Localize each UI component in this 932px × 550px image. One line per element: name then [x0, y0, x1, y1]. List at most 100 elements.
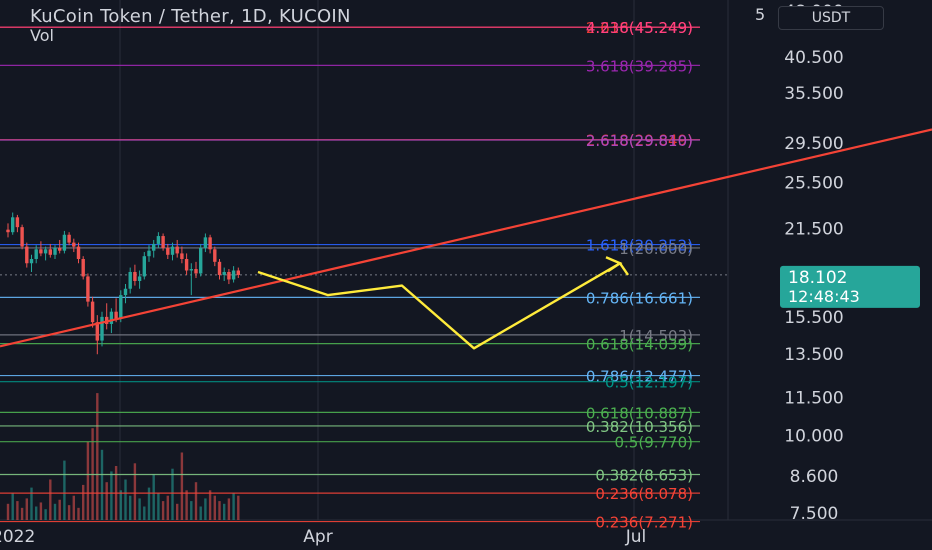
volume-bar: [16, 501, 19, 520]
volume-bar: [20, 507, 24, 520]
candle-body: [29, 258, 34, 264]
candle-body: [123, 288, 128, 296]
time-axis[interactable]: 2022 Apr Jul: [0, 527, 646, 547]
time-tick-label: Apr: [303, 527, 332, 547]
candle-body: [90, 301, 95, 323]
candle-body: [48, 249, 52, 255]
fib-label: 0.786(16.661): [586, 289, 693, 307]
volume-bar: [204, 498, 207, 520]
volume-bar: [147, 487, 151, 520]
candle-body: [222, 271, 226, 275]
volume-bar: [35, 506, 38, 520]
volume-bar: [161, 501, 165, 520]
volume-bar: [166, 495, 169, 520]
volume-bar: [194, 482, 198, 520]
candle-body: [217, 261, 222, 275]
price-tick-label: 15.500: [784, 308, 843, 328]
volume-bar: [119, 490, 122, 520]
volume-bar: [86, 441, 90, 520]
price-tick-label: 29.500: [784, 134, 843, 154]
volume-bar: [227, 498, 231, 520]
trendline[interactable]: [0, 128, 932, 348]
candle-body: [208, 237, 212, 250]
price-tick-label: 40.500: [784, 48, 843, 68]
fib-label: 0.5(9.770): [614, 434, 693, 452]
candle-body: [231, 270, 236, 280]
projection-arrowhead: [605, 256, 623, 273]
price-tick-label: 25.500: [784, 173, 843, 193]
fib-label: 0.618(14.039): [586, 336, 693, 354]
price-tick-partial: 5: [755, 5, 765, 24]
candle-body: [142, 256, 146, 277]
volume-bar: [49, 479, 52, 520]
candle-body: [194, 269, 198, 274]
time-tick-label: Jul: [625, 527, 647, 547]
currency-button[interactable]: USDT: [778, 6, 884, 30]
volume-bar: [11, 493, 14, 520]
candle-body: [119, 295, 123, 319]
fib-label: 1(20.000): [619, 240, 693, 258]
fib-levels: 2.618(45.249)4.236(45.249) 3.618(39.285) 2…: [0, 19, 700, 532]
candle-body: [184, 258, 189, 271]
volume-bar: [44, 509, 47, 520]
volume-bar: [157, 493, 160, 520]
volume-bar: [67, 505, 71, 520]
price-axis[interactable]: 48.00040.50035.50029.50025.50021.50015.5…: [755, 2, 844, 524]
price-tick-label: 10.000: [784, 426, 843, 446]
projection-path[interactable]: [257, 256, 629, 350]
volume-bar: [176, 503, 179, 520]
price-tag-countdown: 12:48:43: [788, 287, 860, 306]
volume-bar: [110, 471, 113, 520]
time-tick-label: 2022: [0, 527, 35, 547]
candle-body: [95, 322, 99, 341]
volume-bar: [143, 506, 146, 520]
fib-label: 2.618(29.849): [586, 132, 693, 150]
candle-body: [39, 249, 43, 254]
price-tick-label: 11.500: [784, 389, 843, 409]
fib-label: 0.236(7.271): [595, 514, 693, 532]
candle-body: [114, 311, 118, 319]
volume-bar: [218, 501, 221, 520]
candle-body: [161, 236, 165, 248]
fib-label: 0.618(10.887): [586, 404, 693, 422]
candle-body: [20, 227, 24, 247]
candle-body: [180, 253, 184, 259]
volume-bar: [72, 495, 75, 520]
candle-body: [34, 249, 38, 259]
candle-body: [236, 270, 240, 275]
projection-line: [257, 262, 629, 350]
price-tick-label: 8.600: [790, 467, 839, 487]
volume-bar: [223, 503, 226, 520]
candle-body: [227, 271, 231, 280]
candle-body: [199, 247, 203, 274]
candle-body: [133, 271, 137, 281]
fib-label: 2.618(29.810): [586, 132, 693, 150]
candle-body: [81, 258, 85, 277]
volume-bar: [133, 463, 137, 520]
candle-body: [43, 249, 48, 254]
candle-body: [203, 237, 208, 248]
candle-body: [100, 316, 104, 341]
fib-label: 1.618(20.252): [586, 237, 693, 255]
volume-bar: [77, 507, 80, 520]
candle-body: [170, 246, 175, 255]
candle-body: [109, 311, 114, 324]
candle-body: [137, 276, 142, 281]
candle-body: [156, 236, 161, 244]
volume-bar: [100, 449, 104, 520]
volume-bar: [124, 479, 127, 520]
candle-body: [152, 243, 156, 251]
volume-bar: [96, 393, 99, 520]
volume-bar: [237, 495, 240, 520]
fib-label: 0.5(12.197): [605, 374, 693, 392]
volume-bar: [171, 468, 174, 520]
volume-bar: [30, 487, 33, 520]
price-tag-box: [780, 265, 920, 308]
volume-bar: [53, 503, 57, 520]
candle-body: [76, 246, 81, 259]
candle-body: [213, 249, 217, 262]
fib-label: 0.382(8.653): [595, 467, 693, 485]
volume-label: Vol: [30, 26, 54, 45]
